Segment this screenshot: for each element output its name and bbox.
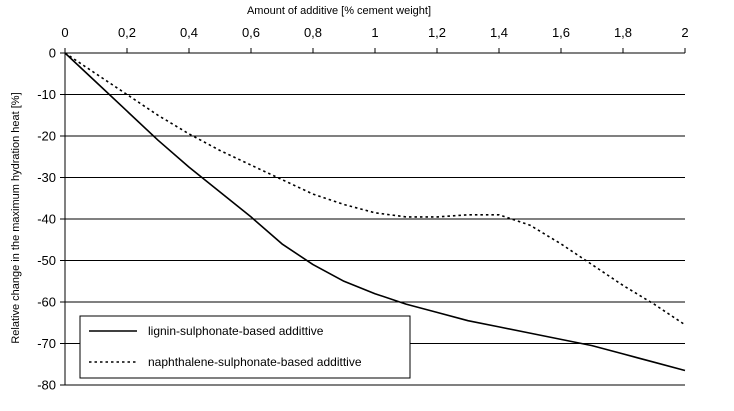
- series-lines: [64, 52, 686, 372]
- x-tick-label: 1,4: [490, 25, 508, 40]
- y-tick-label: -40: [37, 212, 56, 227]
- x-tick-label: 0,6: [242, 25, 260, 40]
- y-tick-label: -30: [37, 170, 56, 185]
- y-tick-label: -70: [37, 336, 56, 351]
- x-tick-label: 1: [371, 25, 378, 40]
- y-axis-title: Relative change in the maximum hydration…: [10, 92, 22, 343]
- legend-label-naphthalene: naphthalene-sulphonate-based addittive: [148, 355, 362, 369]
- x-tick-label: 0,2: [118, 25, 136, 40]
- y-tick-label: -80: [37, 378, 56, 393]
- legend: lignin-sulphonate-based addittive naphth…: [79, 315, 411, 379]
- series-line-lignin: [64, 52, 686, 372]
- legend-label-lignin: lignin-sulphonate-based addittive: [148, 324, 324, 338]
- y-tick-label: -60: [37, 295, 56, 310]
- y-tick-label: 0: [49, 46, 56, 61]
- series-line-naphthalene: [64, 52, 686, 326]
- x-tick-label: 0: [61, 25, 68, 40]
- x-tick-label: 0,8: [304, 25, 322, 40]
- x-axis-title: Amount of additive [% cement weight]: [247, 5, 431, 17]
- legend-box: [79, 315, 411, 379]
- y-tick-label: -50: [37, 253, 56, 268]
- y-tick-label: -10: [37, 87, 56, 102]
- x-tick-label: 0,4: [180, 25, 198, 40]
- x-tick-label: 1,2: [428, 25, 446, 40]
- x-tick-label: 2: [681, 25, 688, 40]
- x-tick-label: 1,6: [552, 25, 570, 40]
- y-tick-label: -20: [37, 129, 56, 144]
- x-tick-label: 1,8: [614, 25, 632, 40]
- axes: 0 -10 -20 -30 -40 -50 -60 -70 -80 0 0,2 0,4 0,6 0,8 1 1…: [37, 25, 688, 393]
